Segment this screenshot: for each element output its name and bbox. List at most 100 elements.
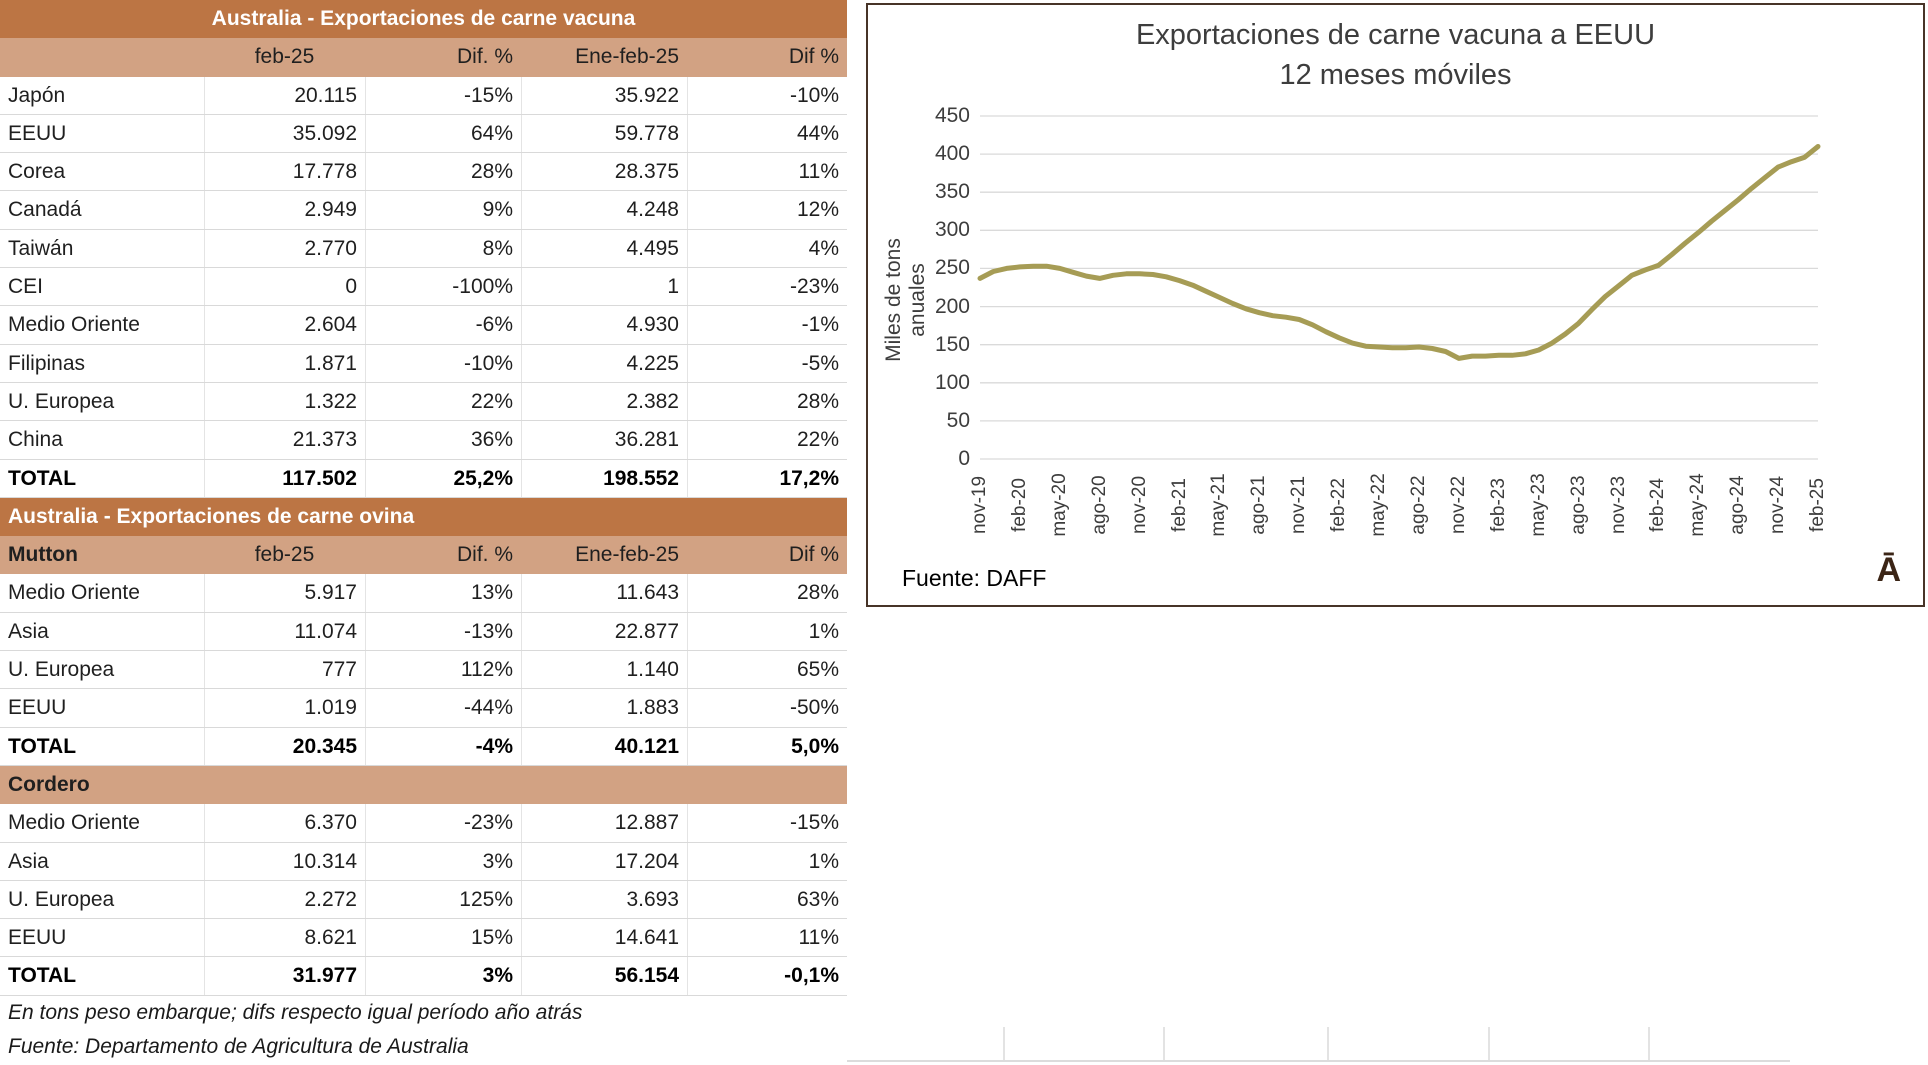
cell-value: 11% (687, 153, 847, 191)
table-row: Corea 17.778 28% 28.375 11% (0, 153, 847, 192)
cell-value: -13% (365, 612, 521, 651)
table-row: Asia 10.314 3% 17.204 1% (0, 842, 847, 881)
y-tick-label: 450 (934, 104, 970, 127)
row-label: TOTAL (8, 734, 77, 758)
beef-table-header: feb-25 Dif. % Ene-feb-25 Dif % (0, 38, 847, 77)
cell-value: 36.281 (521, 421, 687, 459)
cell-value: feb-25 (254, 543, 315, 567)
cell-value: 11% (687, 919, 847, 957)
empty-cell-gridline (1163, 1027, 1165, 1061)
cell-value: 1.871 (204, 344, 365, 382)
cell-value: 65% (687, 651, 847, 689)
y-tick-label: 0 (958, 447, 970, 470)
row-label: TOTAL (8, 466, 77, 490)
table-row: U. Europea 1.322 22% 2.382 28% (0, 382, 847, 422)
x-tick-label: feb-25 (1807, 478, 1828, 532)
cell-value: Dif. % (456, 543, 513, 567)
table-row: China 21.373 36% 36.281 22% (0, 421, 847, 460)
table-row: Asia 11.074 -13% 22.877 1% (0, 612, 847, 652)
row-label: Corea (8, 160, 66, 184)
empty-row-gridline (847, 1060, 1790, 1062)
cell-value: 35.092 (204, 114, 365, 153)
beef-table-body: Japón 20.115 -15% 35.922 -10% EEUU 35.092 64% 59… (0, 76, 847, 498)
cell-value: 20.115 (204, 76, 365, 114)
cell-value: 125% (365, 880, 521, 919)
cell-value: -23% (687, 268, 847, 306)
empty-cell-gridline (1648, 1027, 1650, 1061)
cell-value: 5.917 (204, 574, 365, 612)
cell-value: -50% (687, 689, 847, 727)
cell-value: -15% (687, 804, 847, 842)
cell-value: 4.225 (521, 344, 687, 382)
x-tick-label: nov-20 (1128, 475, 1150, 535)
cell-value: 5,0% (687, 727, 847, 765)
cell-value: 17.778 (204, 153, 365, 191)
row-label: CEI (8, 275, 44, 299)
table-row: U. Europea 777 112% 1.140 65% (0, 651, 847, 690)
x-tick-label: feb-20 (1008, 478, 1030, 532)
cell-value: 9% (365, 191, 521, 229)
cell-value: 28% (687, 382, 847, 421)
cell-value: -10% (687, 76, 847, 114)
y-tick-label: 50 (946, 408, 970, 432)
x-tick-label: feb-23 (1487, 478, 1509, 532)
beef-table-title: Australia - Exportaciones de carne vacun… (0, 0, 847, 39)
cell-value: -15% (365, 76, 521, 114)
units-footnote: En tons peso embarque; difs respecto igu… (8, 1000, 583, 1024)
table-total-row: TOTAL 20.345 -4% 40.121 5,0% (0, 727, 847, 766)
export-tables: Australia - Exportaciones de carne vacun… (0, 0, 847, 1064)
cell-value: 28% (687, 574, 847, 612)
cell-value: 21.373 (204, 421, 365, 459)
row-label: Asia (8, 619, 49, 643)
cell-value: -0,1% (687, 957, 847, 995)
cell-value: 28% (365, 153, 521, 191)
cell-value: 12.887 (521, 804, 687, 842)
x-tick-label: may-21 (1208, 473, 1230, 537)
cell-value: 2.604 (204, 306, 365, 344)
x-tick-label: may-24 (1687, 473, 1709, 537)
cell-value: 64% (365, 114, 521, 153)
cell-value: 1.883 (521, 689, 687, 727)
cell-value: Dif % (788, 45, 839, 69)
table-row: Medio Oriente 5.917 13% 11.643 28% (0, 574, 847, 613)
row-label: Medio Oriente (8, 581, 140, 605)
cell-value: 63% (687, 880, 847, 919)
cell-value: 2.272 (204, 880, 365, 919)
row-label: U. Europea (8, 389, 115, 413)
table-row: CEI 0 -100% 1 -23% (0, 268, 847, 307)
cell-value: 4.930 (521, 306, 687, 344)
empty-cell-gridline (1488, 1027, 1490, 1061)
cell-value: 777 (204, 651, 365, 689)
x-tick-label: feb-24 (1647, 478, 1669, 532)
cell-value: Dif % (788, 543, 839, 567)
cell-value: -5% (687, 344, 847, 382)
cell-value: 4.248 (521, 191, 687, 229)
cell-value: 14.641 (521, 919, 687, 957)
table-row: Taiwán 2.770 8% 4.495 4% (0, 229, 847, 269)
cell-value: 1% (687, 842, 847, 880)
cell-value: 198.552 (521, 459, 687, 497)
table-row: U. Europea 2.272 125% 3.693 63% (0, 880, 847, 920)
cordero-section-header: Cordero (0, 765, 847, 805)
row-label: U. Europea (8, 887, 115, 911)
cell-value: Ene-feb-25 (575, 45, 679, 69)
cell-value: 44% (687, 114, 847, 153)
cell-value: -1% (687, 306, 847, 344)
table-row: EEUU 35.092 64% 59.778 44% (0, 114, 847, 154)
cell-value: 25,2% (365, 459, 521, 497)
cell-value: -44% (365, 689, 521, 727)
cell-value: 4% (687, 229, 847, 268)
cell-value: 22% (687, 421, 847, 459)
cell-value: 2.770 (204, 229, 365, 268)
cell-value: 20.345 (204, 727, 365, 765)
cell-value: 11.643 (521, 574, 687, 612)
x-tick-label: ago-21 (1248, 475, 1270, 535)
x-tick-label: ago-24 (1727, 475, 1749, 535)
source-footnote: Fuente: Departamento de Agricultura de A… (8, 1034, 469, 1058)
cell-value: 17.204 (521, 842, 687, 880)
row-label: Canadá (8, 198, 82, 222)
cell-value: 4.495 (521, 229, 687, 268)
table-row: Japón 20.115 -15% 35.922 -10% (0, 76, 847, 115)
table-row: EEUU 1.019 -44% 1.883 -50% (0, 689, 847, 728)
y-tick-label: 350 (934, 180, 970, 204)
